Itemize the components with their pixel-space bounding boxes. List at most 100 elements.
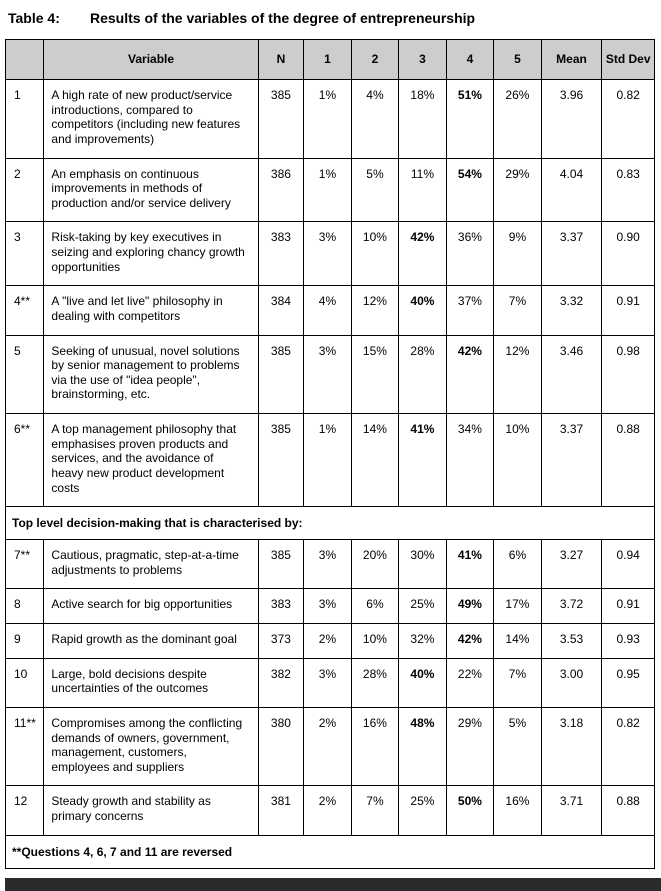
std-value: 0.83 <box>601 157 655 223</box>
variable-text: Risk-taking by key executives in seizing… <box>43 221 259 287</box>
std-value: 0.93 <box>601 623 655 659</box>
row-id: 5 <box>4 334 45 414</box>
table-row: 10 Large, bold decisions despite uncertai… <box>4 657 655 708</box>
std-value: 0.88 <box>601 412 655 508</box>
percent-value-2: 10% <box>350 623 400 659</box>
table-title-label: Table 4: <box>8 10 60 26</box>
percent-value-4: 22% <box>445 657 495 708</box>
percent-value-2: 14% <box>350 412 400 508</box>
col-header-n: N <box>257 39 305 80</box>
percent-value-2: 10% <box>350 221 400 287</box>
std-value: 0.91 <box>601 285 655 336</box>
n-value: 380 <box>257 706 305 787</box>
percent-value-3: 11% <box>398 157 447 223</box>
std-value: 0.88 <box>601 785 655 836</box>
percent-value-5: 12% <box>493 334 542 414</box>
row-id: 8 <box>4 588 45 624</box>
percent-value-4: 54% <box>445 157 495 223</box>
std-value: 0.82 <box>601 79 655 159</box>
row-id: 10 <box>4 657 45 708</box>
percent-value-2: 7% <box>350 785 400 836</box>
header-row: Variable N 1 2 3 4 5 Mean Std Dev <box>4 39 655 80</box>
percent-value-3: 32% <box>398 623 447 659</box>
std-value: 0.90 <box>601 221 655 287</box>
col-header-2: 2 <box>350 39 400 80</box>
n-value: 383 <box>257 588 305 624</box>
table-row: 9 Rapid growth as the dominant goal 373 2% 1… <box>4 623 655 659</box>
percent-value-4: 42% <box>445 334 495 414</box>
percent-value-1: 3% <box>303 221 352 287</box>
percent-value-2: 4% <box>350 79 400 159</box>
percent-value-1: 1% <box>303 79 352 159</box>
percent-value-3: 48% <box>398 706 447 787</box>
percent-value-3: 28% <box>398 334 447 414</box>
mean-value: 3.18 <box>540 706 603 787</box>
bottom-bar <box>5 877 661 891</box>
percent-value-1: 3% <box>303 334 352 414</box>
n-value: 373 <box>257 623 305 659</box>
percent-value-1: 2% <box>303 785 352 836</box>
n-value: 385 <box>257 539 305 590</box>
mean-value: 3.71 <box>540 785 603 836</box>
variable-text: Large, bold decisions despite uncertaint… <box>43 657 259 708</box>
percent-value-1: 3% <box>303 539 352 590</box>
percent-value-3: 30% <box>398 539 447 590</box>
n-value: 381 <box>257 785 305 836</box>
mean-value: 3.32 <box>540 285 603 336</box>
col-header-5: 5 <box>493 39 542 80</box>
percent-value-4: 29% <box>445 706 495 787</box>
table-title-text: Results of the variables of the degree o… <box>90 10 476 26</box>
percent-value-2: 12% <box>350 285 400 336</box>
percent-value-5: 9% <box>493 221 542 287</box>
n-value: 383 <box>257 221 305 287</box>
section-row: Top level decision-making that is charac… <box>5 506 655 541</box>
variable-text: Steady growth and stability as primary c… <box>43 785 259 836</box>
mean-value: 3.00 <box>540 657 603 708</box>
n-value: 385 <box>257 412 305 508</box>
row-id: 3 <box>4 221 45 287</box>
percent-value-5: 17% <box>493 588 542 624</box>
table-title: Table 4: Results of the variables of the… <box>8 10 656 26</box>
mean-value: 3.27 <box>540 539 603 590</box>
col-header-mean: Mean <box>540 39 603 80</box>
percent-value-3: 40% <box>398 285 447 336</box>
percent-value-1: 4% <box>303 285 352 336</box>
variable-text: Rapid growth as the dominant goal <box>43 623 259 659</box>
std-value: 0.98 <box>601 334 655 414</box>
percent-value-4: 34% <box>445 412 495 508</box>
table-row: 3 Risk-taking by key executives in seizin… <box>4 221 655 287</box>
table-row: 6** A top management philosophy that emph… <box>4 412 655 508</box>
percent-value-5: 29% <box>493 157 542 223</box>
percent-value-5: 5% <box>493 706 542 787</box>
footnote-row: **Questions 4, 6, 7 and 11 are reversed <box>5 834 655 869</box>
std-value: 0.94 <box>601 539 655 590</box>
percent-value-2: 6% <box>350 588 400 624</box>
percent-value-3: 40% <box>398 657 447 708</box>
percent-value-3: 18% <box>398 79 447 159</box>
row-id: 1 <box>4 79 45 159</box>
table-row: 8 Active search for big opportunities 383 3… <box>4 588 655 624</box>
col-header-4: 4 <box>445 39 495 80</box>
percent-value-3: 25% <box>398 785 447 836</box>
row-id: 4** <box>4 285 45 336</box>
percent-value-4: 37% <box>445 285 495 336</box>
row-id: 6** <box>4 412 45 508</box>
col-header-variable: Variable <box>43 39 259 80</box>
variable-text: A "live and let live" philosophy in deal… <box>43 285 259 336</box>
percent-value-1: 3% <box>303 588 352 624</box>
footnote-text: **Questions 4, 6, 7 and 11 are reversed <box>5 834 655 869</box>
percent-value-2: 16% <box>350 706 400 787</box>
percent-value-1: 1% <box>303 157 352 223</box>
percent-value-1: 3% <box>303 657 352 708</box>
std-value: 0.82 <box>601 706 655 787</box>
n-value: 382 <box>257 657 305 708</box>
percent-value-4: 51% <box>445 79 495 159</box>
n-value: 384 <box>257 285 305 336</box>
table-row: 5 Seeking of unusual, novel solutions by … <box>4 334 655 414</box>
percent-value-2: 5% <box>350 157 400 223</box>
variable-text: A top management philosophy that emphasi… <box>43 412 259 508</box>
percent-value-5: 7% <box>493 657 542 708</box>
